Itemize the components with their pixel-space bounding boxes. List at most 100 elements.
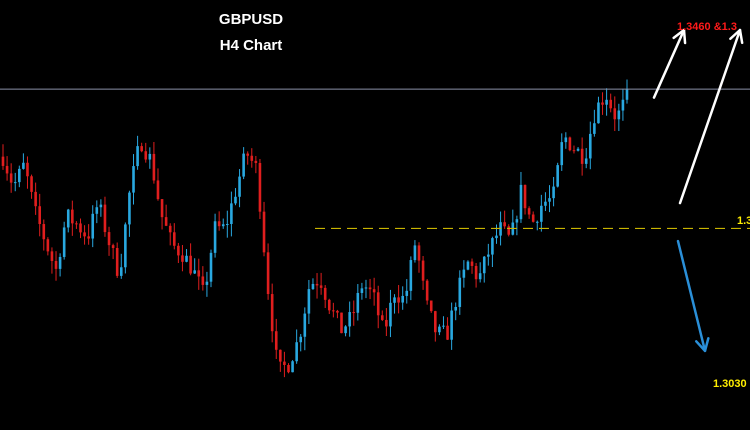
candle <box>311 278 315 290</box>
candle-body <box>115 248 119 276</box>
candle <box>442 316 445 329</box>
candle <box>83 225 86 245</box>
candle <box>556 162 559 188</box>
candle <box>152 142 156 184</box>
candle <box>226 210 229 238</box>
candle-body <box>552 186 555 199</box>
candle <box>425 279 429 305</box>
candle <box>544 192 547 212</box>
candle <box>401 286 404 310</box>
candle-body <box>421 260 425 281</box>
candle <box>568 136 572 152</box>
candle-body <box>474 265 478 280</box>
candle <box>274 318 278 359</box>
candle-body <box>442 325 445 327</box>
candle <box>42 219 46 251</box>
candle <box>209 249 213 288</box>
candle <box>205 271 209 297</box>
candle <box>584 148 588 169</box>
candle-body <box>413 245 417 261</box>
candle <box>332 302 335 318</box>
candle <box>38 193 42 237</box>
candle <box>185 249 188 263</box>
candle <box>128 190 131 237</box>
candle-body <box>238 176 241 197</box>
candle-body <box>189 255 192 274</box>
up-arrow-1 <box>652 28 687 99</box>
candle <box>103 196 107 237</box>
candle <box>242 147 245 180</box>
candle <box>438 324 441 336</box>
candle <box>79 218 82 239</box>
candle <box>527 206 531 219</box>
candle-body <box>564 137 568 143</box>
candle <box>303 307 307 351</box>
candle-body <box>213 221 217 253</box>
down-arrow-head <box>694 337 710 353</box>
candle <box>564 132 568 149</box>
candle-body <box>597 102 600 124</box>
candle-body <box>172 232 176 246</box>
candle-body <box>385 319 388 327</box>
candle-body <box>164 217 168 226</box>
candle <box>495 224 498 244</box>
candle <box>30 174 33 199</box>
candle <box>26 156 29 189</box>
candle <box>234 188 237 206</box>
candle <box>523 184 527 215</box>
candle-body <box>344 326 347 334</box>
candle-body <box>405 290 409 296</box>
candle <box>107 226 111 256</box>
candle-body <box>491 238 494 255</box>
candle <box>148 147 152 169</box>
candle <box>75 221 78 229</box>
candle <box>385 308 388 337</box>
candle <box>327 298 331 315</box>
candle-body <box>462 269 466 278</box>
candle-body <box>160 199 164 218</box>
candle-body <box>283 361 286 365</box>
candle-body <box>156 180 160 200</box>
candle-body <box>446 325 449 340</box>
candle-body <box>270 294 274 332</box>
candle-body <box>487 254 490 257</box>
chart-title: GBPUSD <box>219 11 283 28</box>
candle-body <box>315 283 319 286</box>
candle-body <box>429 300 433 312</box>
candle-body <box>478 273 482 280</box>
candle <box>348 301 351 337</box>
candle <box>230 191 233 237</box>
candle <box>164 204 168 227</box>
candle <box>389 289 392 338</box>
candle <box>397 285 400 314</box>
candle <box>307 279 311 325</box>
candle <box>193 258 196 274</box>
candle-body <box>287 364 290 373</box>
candle <box>609 93 612 113</box>
candle <box>160 199 164 230</box>
candle-body <box>1 156 5 166</box>
candle-body <box>527 208 531 215</box>
candle <box>519 171 523 223</box>
candle-body <box>580 148 584 164</box>
candle <box>258 158 262 219</box>
candle-body <box>181 255 184 262</box>
candle <box>593 109 596 137</box>
candle-body <box>593 123 596 134</box>
candle-body <box>548 198 551 202</box>
candle-body <box>18 168 21 183</box>
candle <box>454 302 458 321</box>
up-arrow-2-head <box>729 28 744 45</box>
candle <box>417 242 421 273</box>
candle <box>58 253 62 277</box>
candle-body <box>450 310 453 340</box>
candle-body <box>348 312 351 327</box>
candle <box>279 349 282 372</box>
candle-body <box>360 288 364 293</box>
candle <box>217 211 221 231</box>
candle-body <box>454 306 458 311</box>
candle-body <box>588 133 592 159</box>
candle-body <box>291 361 294 373</box>
candle <box>458 270 462 315</box>
candle <box>177 242 180 264</box>
